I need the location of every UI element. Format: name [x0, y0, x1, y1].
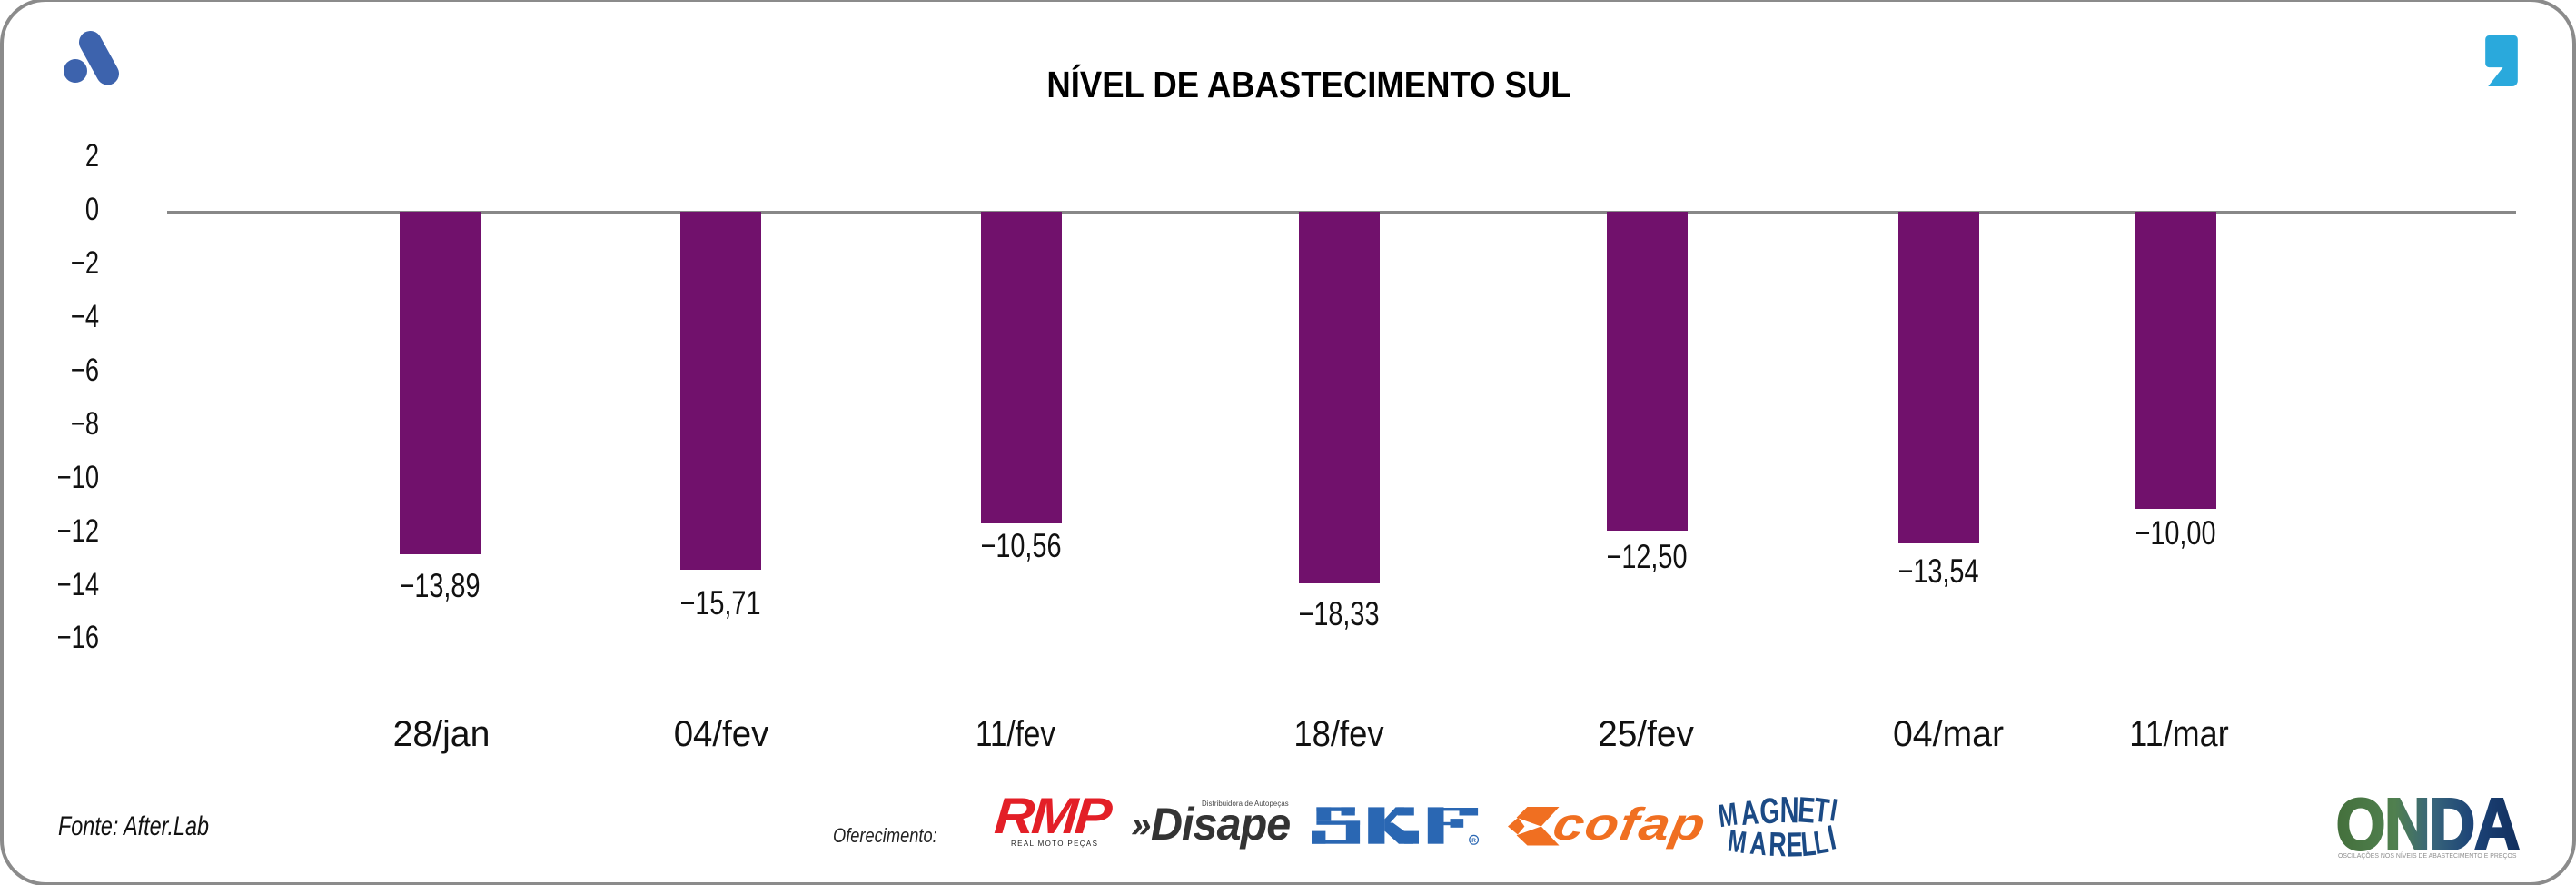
- svg-text:E: E: [1797, 796, 1817, 831]
- svg-text:L: L: [1799, 824, 1818, 863]
- svg-text:L: L: [1811, 823, 1830, 861]
- svg-text:G: G: [1759, 796, 1780, 832]
- svg-text:N: N: [1779, 796, 1799, 831]
- svg-text:ONDA: ONDA: [2336, 789, 2519, 863]
- svg-text:R: R: [1769, 825, 1788, 863]
- svg-text:M: M: [1726, 823, 1749, 860]
- svg-text:T: T: [1812, 796, 1831, 830]
- svg-text:R: R: [1471, 838, 1476, 844]
- svg-text:M: M: [1717, 796, 1739, 834]
- svg-text:E: E: [1786, 825, 1803, 864]
- svg-text:A: A: [1749, 824, 1769, 862]
- svg-text:OSCILAÇÕES NOS NÍVEIS DE ABAST: OSCILAÇÕES NOS NÍVEIS DE ABASTECIMENTO E…: [2338, 851, 2517, 860]
- svg-text:A: A: [1739, 796, 1760, 832]
